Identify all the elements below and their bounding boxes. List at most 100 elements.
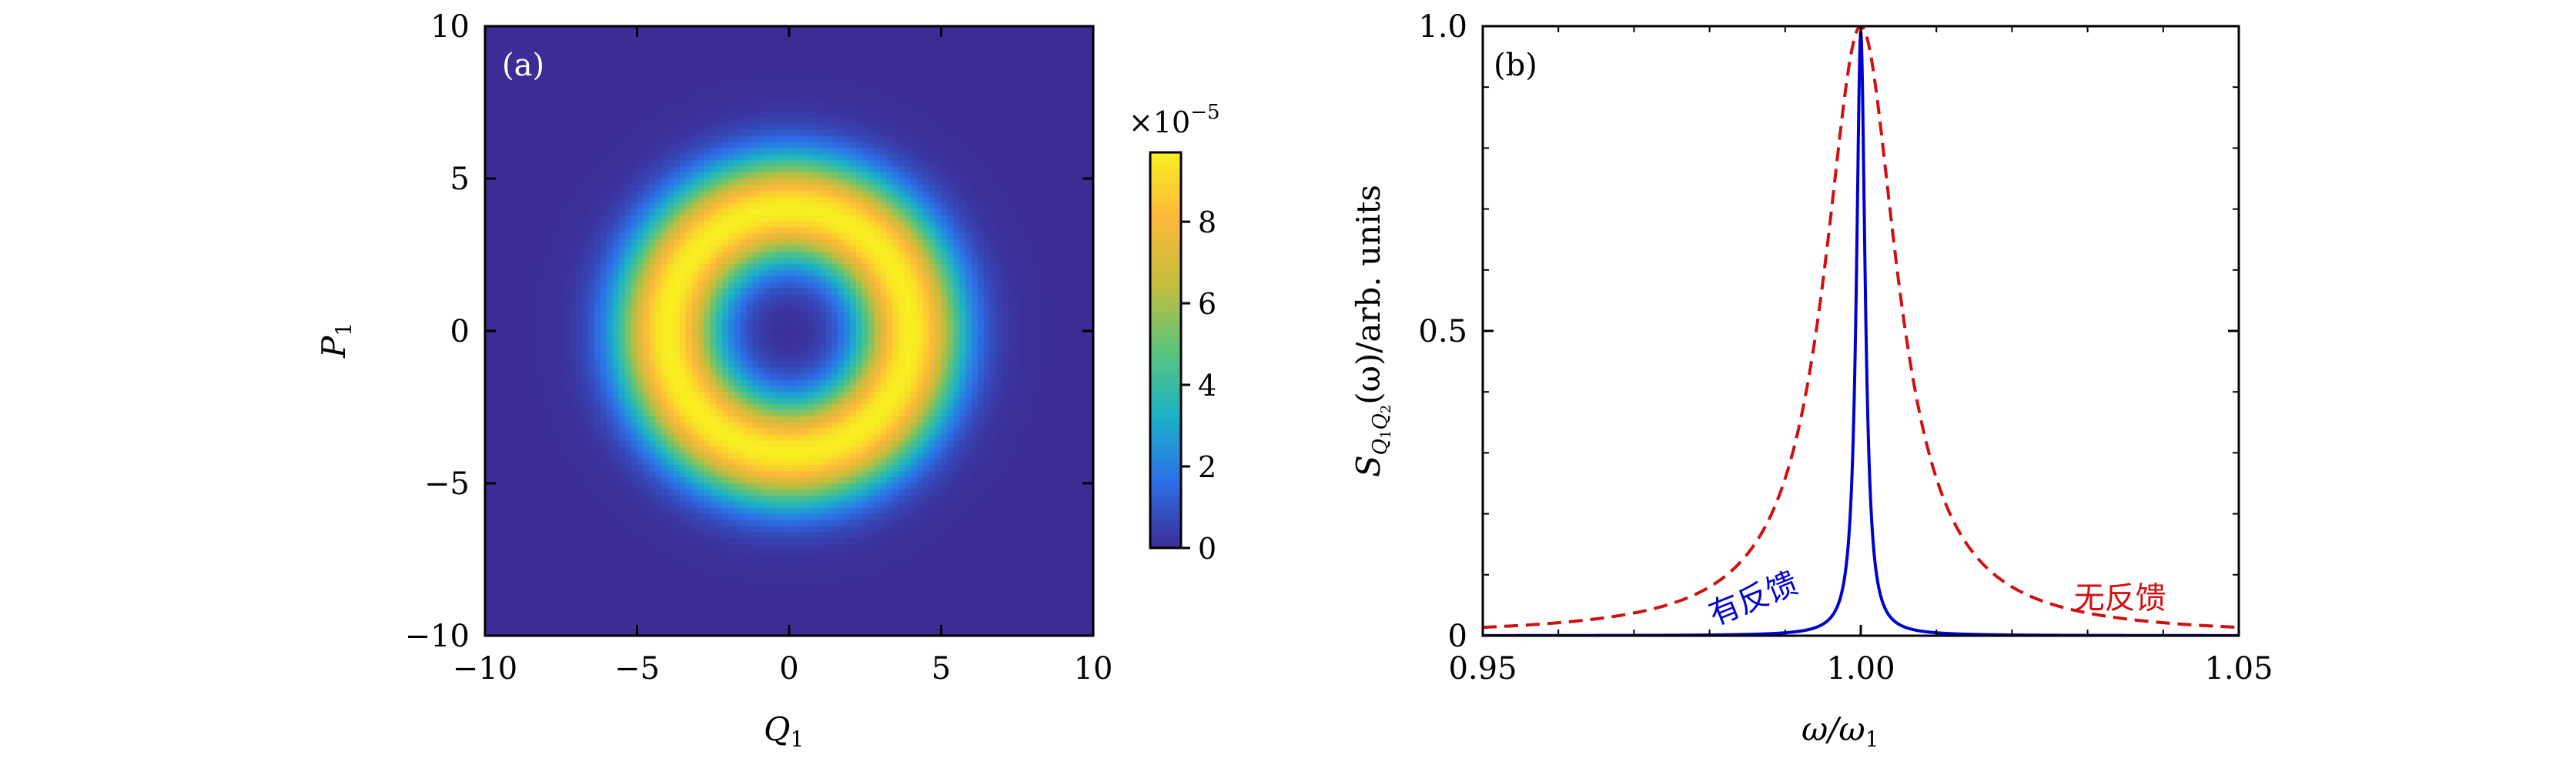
heatmap-cell [485,129,492,137]
heatmap-cell [582,373,590,381]
heatmap-cell [551,263,559,271]
heatmap-cell [618,416,626,423]
heatmap-cell [631,404,638,411]
heatmap-cell [771,190,778,198]
heatmap-cell [752,556,760,563]
heatmap-cell [594,160,601,167]
heatmap-cell [527,611,534,619]
heatmap-cell [594,434,601,442]
heatmap-cell [570,142,577,149]
heatmap-cell [758,319,766,326]
heatmap-cell [691,501,699,509]
heatmap-cell [546,294,553,302]
heatmap-cell [564,135,571,143]
heatmap-cell [551,87,559,94]
heatmap-cell [557,142,565,149]
heatmap-cell [716,422,723,429]
heatmap-cell [643,538,651,545]
heatmap-cell [576,386,584,393]
heatmap-cell [643,246,651,252]
heatmap-cell [704,179,711,185]
heatmap-cell [685,38,693,45]
heatmap-cell [698,349,705,356]
heatmap-cell [710,246,717,252]
heatmap-cell [673,392,681,399]
heatmap-cell [582,276,590,283]
heatmap-cell [734,257,741,265]
heatmap-cell [734,574,741,582]
heatmap-cell [655,184,662,192]
heatmap-cell [685,62,693,70]
heatmap-cell [624,501,632,509]
heatmap-cell [515,367,523,375]
heatmap-cell [746,630,754,636]
heatmap-cell [515,215,523,222]
heatmap-cell [509,580,517,588]
heatmap-cell [515,209,523,216]
heatmap-cell [546,550,553,557]
heatmap-cell [746,276,754,283]
heatmap-cell [783,81,790,88]
heatmap-cell [734,568,741,576]
heatmap-cell [624,111,632,119]
heatmap-cell [643,386,651,393]
heatmap-cell [594,38,601,45]
heatmap-cell [601,81,607,88]
heatmap-cell [612,336,620,344]
heatmap-cell [716,513,723,521]
heatmap-cell [685,56,693,64]
heatmap-cell [631,282,638,289]
heatmap-cell [752,495,760,503]
heatmap-cell [551,453,559,460]
heatmap-cell [594,404,601,411]
heatmap-cell [564,623,571,630]
heatmap-cell [631,166,638,173]
heatmap-cell [521,105,529,112]
heatmap-cell [564,179,571,185]
heatmap-cell [655,148,662,155]
heatmap-cell [673,202,681,210]
heatmap-cell [527,361,534,369]
heatmap-cell [637,550,644,557]
heatmap-cell [764,568,772,576]
heatmap-cell [607,276,614,283]
heatmap-cell [643,611,651,619]
heatmap-cell [716,586,723,594]
heatmap-cell [746,190,754,198]
heatmap-cell [649,111,656,119]
heatmap-cell [624,312,632,319]
heatmap-cell [752,404,760,411]
heatmap-cell [661,135,668,143]
heatmap-cell [679,580,687,588]
heatmap-cell [490,306,498,314]
heatmap-cell [777,519,784,527]
heatmap-cell [673,263,681,271]
heatmap-cell [771,227,778,235]
heatmap-cell [497,319,504,326]
heatmap-cell [551,312,559,319]
heatmap-cell [509,300,517,308]
heatmap-cell [691,44,699,52]
heatmap-cell [546,135,553,143]
heatmap-cell [534,605,540,613]
heatmap-cell [771,276,778,283]
heatmap-cell [527,331,534,338]
heatmap-cell [667,617,674,624]
heatmap-cell [752,257,760,265]
heatmap-cell [618,428,626,436]
heatmap-cell [746,355,754,362]
heatmap-cell [594,562,601,570]
heatmap-cell [740,172,748,179]
heatmap-cell [764,349,772,356]
heatmap-cell [649,209,656,216]
heatmap-cell [503,269,510,277]
heatmap-cell [691,355,699,362]
heatmap-cell [685,135,693,143]
heatmap-cell [490,361,498,369]
heatmap-cell [710,349,717,356]
heatmap-cell [546,172,553,179]
heatmap-cell [570,611,577,619]
heatmap-cell [509,294,517,302]
heatmap-cell [509,495,517,503]
heatmap-cell [497,306,504,314]
